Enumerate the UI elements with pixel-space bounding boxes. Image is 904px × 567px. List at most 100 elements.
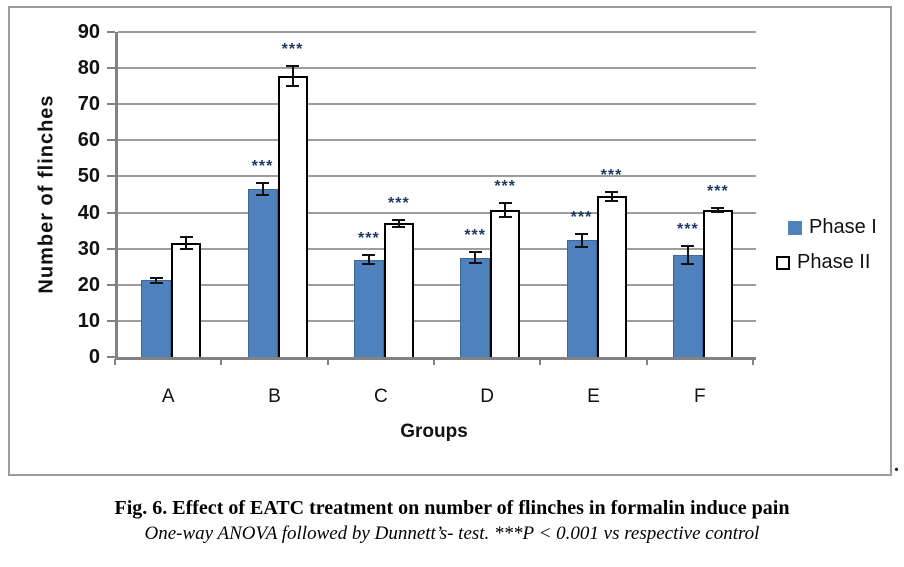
x-tick-mark [752, 359, 754, 365]
y-tick-label: 40 [77, 201, 100, 224]
gridline-80 [118, 67, 756, 70]
error-bar-cap [362, 254, 376, 257]
bar-phaseii-C [383, 223, 414, 357]
y-tick-mark [107, 175, 115, 178]
y-tick-mark [107, 319, 115, 322]
significance-stars: *** [281, 41, 304, 59]
gridline-70 [118, 103, 756, 106]
error-bar [681, 245, 695, 266]
error-bar-stem [261, 181, 264, 197]
y-tick-label: 50 [77, 165, 100, 188]
y-tick-mark [107, 283, 115, 286]
y-tick-label: 20 [77, 273, 100, 296]
significance-stars: *** [570, 209, 593, 227]
error-bar-cap [256, 194, 269, 197]
error-bar-cap [179, 236, 193, 239]
gridline-40 [118, 211, 756, 214]
significance-stars: *** [387, 195, 410, 213]
gridline-60 [118, 139, 756, 142]
bar-phaseii-E [596, 196, 627, 357]
bar-phasei-D [460, 257, 491, 357]
significance-stars: *** [464, 227, 486, 245]
error-bar-stem [367, 254, 370, 265]
y-tick-mark [107, 31, 115, 33]
error-bar [256, 181, 269, 197]
error-bar-stem [686, 245, 689, 266]
error-bar-cap [498, 215, 512, 218]
error-bar-cap [286, 84, 299, 87]
y-axis-labels: 0 10 20 30 40 50 60 70 80 90 [10, 21, 100, 368]
error-bar-cap [575, 233, 588, 236]
caption-subtitle: One-way ANOVA followed by Dunnett’s- tes… [144, 523, 760, 544]
error-bar-cap [286, 65, 299, 68]
error-bar-cap [149, 276, 163, 279]
phase1-swatch-icon [788, 220, 802, 235]
error-bar [575, 233, 588, 248]
error-bar-cap [468, 262, 482, 265]
error-bar-stem [474, 251, 477, 265]
error-bar-cap [468, 251, 482, 254]
gridline-20 [118, 283, 756, 286]
legend-item-phase2: Phase II [776, 251, 870, 274]
bar-phaseii-D [490, 209, 521, 357]
x-tick-mark [114, 359, 116, 365]
y-tick-mark [107, 103, 115, 106]
error-bar [392, 219, 406, 228]
y-tick-mark [107, 67, 115, 70]
legend-item-phase1: Phase I [788, 216, 877, 239]
error-bar-cap [392, 225, 406, 228]
trailing-period: . [894, 454, 899, 476]
legend-label-phase2: Phase II [797, 251, 871, 273]
error-bar-cap [575, 245, 588, 248]
error-bar-cap [149, 282, 163, 285]
error-bar-cap [605, 190, 618, 193]
error-bar-stem [155, 276, 158, 285]
error-bar-stem [580, 233, 583, 248]
x-tick-mark [220, 359, 222, 365]
figure-caption: Fig. 6. Effect of EATC treatment on numb… [0, 497, 904, 545]
x-axis-labels: A B C D E F [115, 386, 753, 412]
y-tick-label: 70 [77, 93, 100, 116]
error-bar-stem [504, 201, 507, 218]
x-tick-mark [433, 359, 435, 365]
error-bar-stem [291, 65, 294, 87]
significance-stars: *** [494, 177, 516, 195]
error-bar-cap [605, 200, 618, 203]
y-tick-label: 80 [77, 57, 100, 80]
error-bar [149, 276, 163, 285]
y-tick-mark [107, 247, 115, 250]
error-bar [362, 254, 376, 265]
x-tick-mark [539, 359, 541, 365]
error-bar [711, 207, 725, 213]
y-tick-mark [107, 139, 115, 142]
bar-phasei-C [353, 259, 384, 357]
error-bar-stem [716, 207, 719, 213]
y-tick-mark [107, 356, 115, 358]
phase2-swatch-icon [776, 255, 790, 270]
error-bar-cap [711, 207, 725, 210]
bar-phaseii-A [171, 243, 202, 357]
error-bar-cap [711, 210, 725, 213]
gridline-90 [118, 31, 756, 33]
error-bar-cap [681, 263, 695, 266]
bar-phasei-A [141, 280, 172, 357]
x-tick-label: E [587, 386, 600, 407]
significance-stars: *** [251, 157, 274, 175]
bar-phasei-F [672, 255, 703, 357]
significance-stars: *** [706, 183, 729, 201]
error-bar [179, 236, 193, 251]
y-tick-mark [107, 211, 115, 214]
significance-stars: *** [357, 230, 380, 248]
y-tick-label: 90 [77, 21, 100, 43]
x-tick-label: B [268, 386, 281, 407]
gridline-50 [118, 175, 756, 178]
error-bar-cap [362, 262, 376, 265]
x-tick-label: A [161, 386, 175, 407]
error-bar [498, 201, 512, 218]
x-tick-mark [327, 359, 329, 365]
error-bar [286, 65, 299, 87]
x-tick-mark [646, 359, 648, 365]
error-bar-stem [185, 236, 188, 251]
error-bar-cap [498, 201, 512, 204]
